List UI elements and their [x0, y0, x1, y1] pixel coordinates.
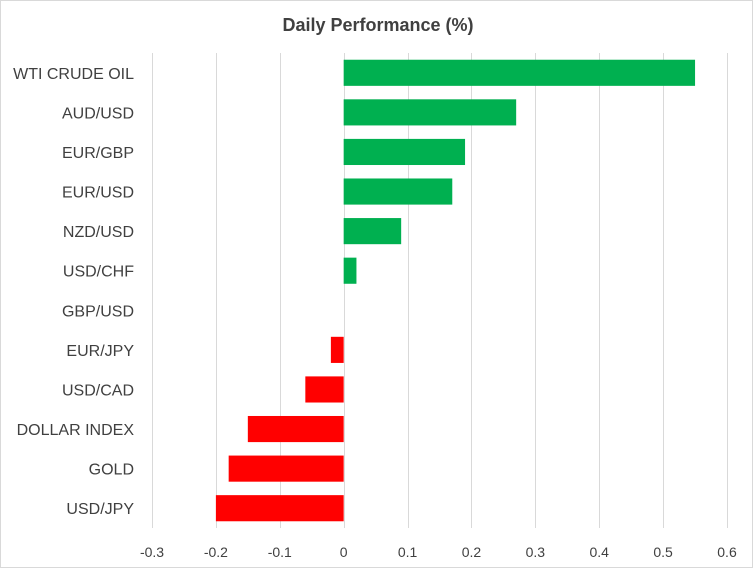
category-label: EUR/GBP — [62, 145, 134, 162]
x-tick-label: -0.1 — [268, 544, 292, 560]
category-labels: WTI CRUDE OIL AUD/USD EUR/GBP EUR/USD NZD/US… — [13, 66, 134, 518]
category-label: AUD/USD — [62, 105, 134, 122]
x-tick-label: 0.1 — [398, 544, 418, 560]
category-label: USD/CHF — [63, 264, 134, 281]
bar — [305, 376, 344, 403]
bar — [343, 257, 357, 284]
category-label: USD/CAD — [62, 382, 134, 399]
category-label: DOLLAR INDEX — [17, 422, 135, 439]
x-tick-label: 0.4 — [589, 544, 609, 560]
x-tick-label: 0.5 — [653, 544, 673, 560]
grid-layer — [152, 53, 728, 528]
chart-title: Daily Performance (%) — [282, 15, 473, 35]
bar — [343, 99, 517, 126]
bar-layer — [215, 59, 696, 522]
category-label: EUR/JPY — [66, 343, 134, 360]
x-tick-label: 0.6 — [717, 544, 737, 560]
bar — [343, 59, 696, 86]
category-label: EUR/USD — [62, 185, 134, 202]
bar — [343, 178, 453, 205]
bar — [330, 336, 344, 363]
x-tick-label: 0 — [340, 544, 348, 560]
bar — [228, 455, 344, 482]
category-label: WTI CRUDE OIL — [13, 66, 134, 83]
x-tick-labels: -0.3 -0.2 -0.1 0 0.1 0.2 0.3 0.4 0.5 0.6 — [140, 544, 737, 560]
x-tick-label: -0.3 — [140, 544, 164, 560]
x-tick-label: 0.2 — [462, 544, 482, 560]
bar — [215, 495, 344, 522]
category-label: GOLD — [89, 462, 134, 479]
category-label: NZD/USD — [63, 224, 134, 241]
bar — [343, 138, 466, 166]
x-tick-label: 0.3 — [526, 544, 546, 560]
bar — [343, 218, 402, 245]
category-label: GBP/USD — [62, 303, 134, 320]
bar — [247, 415, 344, 443]
x-tick-label: -0.2 — [204, 544, 228, 560]
category-label: USD/JPY — [66, 501, 134, 518]
